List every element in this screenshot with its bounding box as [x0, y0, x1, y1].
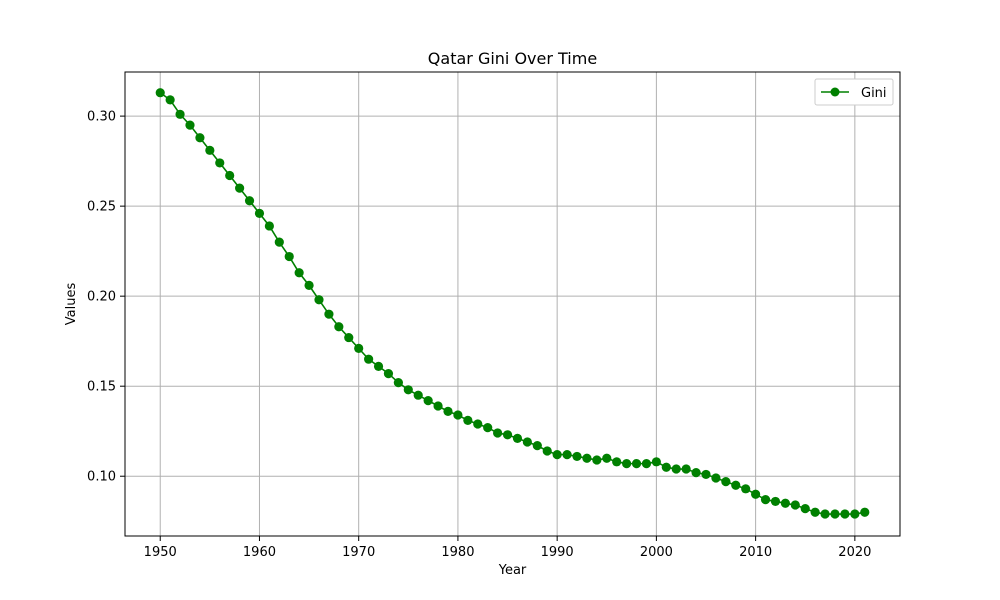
grid	[125, 72, 900, 536]
data-point-gini-1986	[512, 433, 523, 444]
data-point-gini-1978	[433, 401, 443, 411]
x-tick-label: 1990	[541, 545, 574, 560]
x-tick-label: 1960	[243, 545, 276, 560]
x-tick-label: 1980	[441, 545, 474, 560]
data-point-gini-2006	[711, 473, 721, 483]
data-point-gini-2012	[770, 496, 781, 507]
data-point-gini-1991	[562, 450, 572, 460]
data-point-gini-1989	[542, 446, 552, 456]
data-point-gini-2000	[651, 457, 661, 467]
data-point-gini-1983	[483, 423, 493, 433]
y-tick-label: 0.20	[87, 290, 116, 305]
data-point-gini-2005	[701, 469, 711, 480]
data-point-gini-1982	[473, 419, 483, 429]
data-point-gini-1966	[314, 295, 324, 305]
data-point-gini-2018	[830, 509, 840, 519]
data-point-gini-1998	[631, 459, 642, 469]
data-point-gini-1964	[294, 268, 304, 278]
data-point-gini-1957	[225, 170, 235, 181]
x-tick-label: 1970	[342, 545, 375, 560]
data-point-gini-2016	[810, 507, 820, 517]
data-point-gini-1955	[205, 145, 215, 155]
data-point-gini-1970	[354, 343, 364, 353]
y-tick-label: 0.15	[87, 380, 116, 395]
legend: Gini	[814, 78, 894, 106]
data-point-gini-1987	[522, 437, 532, 447]
data-point-gini-1975	[403, 385, 413, 395]
data-point-gini-2008	[731, 480, 741, 490]
data-point-gini-1951	[165, 95, 175, 105]
x-tick-label: 1950	[144, 545, 177, 560]
data-point-gini-1956	[215, 158, 225, 168]
y-tick-label: 0.10	[87, 470, 116, 485]
data-point-gini-1985	[502, 430, 513, 440]
y-axis-label: Values	[64, 283, 79, 326]
data-point-gini-2020	[850, 509, 860, 519]
data-point-gini-2002	[671, 464, 681, 474]
data-point-gini-2007	[721, 477, 731, 487]
data-point-gini-1994	[592, 455, 602, 465]
data-point-gini-1971	[364, 354, 374, 364]
legend-label: Gini	[861, 86, 887, 101]
data-point-gini-1996	[612, 457, 622, 467]
data-point-gini-1962	[274, 237, 284, 247]
data-point-gini-1963	[284, 251, 294, 262]
data-point-gini-1959	[244, 196, 255, 206]
data-point-gini-2021	[860, 507, 870, 517]
y-tick-label: 0.30	[87, 110, 116, 125]
chart-title: Qatar Gini Over Time	[428, 49, 597, 68]
data-point-gini-1993	[582, 453, 592, 463]
data-point-gini-1974	[393, 377, 403, 388]
data-point-gini-1995	[602, 453, 612, 463]
data-point-gini-1992	[572, 451, 582, 462]
data-point-gini-1973	[383, 368, 394, 379]
series-layer	[155, 88, 870, 519]
data-point-gini-2014	[790, 500, 800, 510]
data-point-gini-2017	[820, 509, 830, 519]
data-point-gini-1954	[195, 133, 205, 143]
y-tick-label: 0.25	[87, 200, 116, 215]
data-point-gini-1997	[622, 459, 632, 469]
data-point-gini-1980	[453, 410, 463, 420]
data-point-gini-1961	[264, 221, 274, 231]
data-point-gini-2011	[760, 495, 771, 505]
data-point-gini-1950	[155, 88, 165, 98]
data-point-gini-1990	[552, 450, 562, 460]
x-tick-label: 2010	[739, 545, 772, 560]
data-point-gini-1972	[373, 361, 384, 371]
data-point-gini-2009	[741, 484, 751, 494]
data-point-gini-1968	[334, 322, 344, 332]
legend-box	[814, 78, 894, 106]
data-point-gini-2001	[661, 462, 671, 472]
data-point-gini-2004	[691, 468, 701, 478]
data-point-gini-1958	[235, 183, 245, 193]
data-point-gini-2019	[840, 509, 850, 519]
data-point-gini-1976	[413, 390, 423, 400]
plot-area	[125, 72, 900, 536]
data-point-gini-1960	[254, 208, 265, 218]
legend-marker-swatch	[830, 87, 840, 97]
data-point-gini-1965	[304, 280, 314, 290]
x-axis-label: Year	[498, 563, 527, 578]
x-tick-label: 2000	[640, 545, 673, 560]
ticks: 1950 1960 1970 1980 1990 2000 2010 2020 0.10 0.15…	[87, 110, 871, 560]
data-point-gini-1988	[532, 441, 542, 451]
plot-frame	[124, 71, 901, 537]
data-point-gini-1969	[344, 332, 354, 343]
data-point-gini-1977	[423, 395, 433, 406]
data-point-gini-1967	[324, 309, 334, 319]
data-point-gini-1984	[493, 428, 503, 438]
data-point-gini-1979	[443, 406, 453, 417]
data-point-gini-1953	[185, 120, 195, 130]
data-point-gini-2015	[800, 504, 810, 514]
data-point-gini-2003	[681, 464, 691, 474]
data-point-gini-1981	[463, 415, 473, 426]
data-point-gini-1952	[175, 109, 185, 119]
x-tick-label: 2020	[838, 545, 871, 560]
data-point-gini-1999	[641, 459, 652, 469]
data-point-gini-2013	[780, 498, 790, 508]
data-point-gini-2010	[751, 489, 761, 499]
